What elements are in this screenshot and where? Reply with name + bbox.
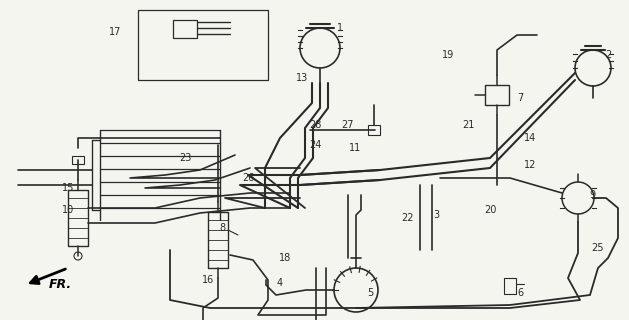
Text: 19: 19	[442, 50, 454, 60]
Text: 2: 2	[605, 50, 611, 60]
Text: 22: 22	[402, 213, 415, 223]
Text: 5: 5	[367, 288, 373, 298]
Text: 3: 3	[433, 210, 439, 220]
Text: 25: 25	[592, 243, 604, 253]
Text: 23: 23	[179, 153, 191, 163]
Bar	[485, 85, 509, 105]
Text: 21: 21	[462, 120, 474, 130]
Text: 11: 11	[349, 143, 361, 153]
Text: 13: 13	[296, 73, 308, 83]
Text: 27: 27	[342, 120, 354, 130]
Bar	[504, 278, 516, 294]
Text: 17: 17	[109, 27, 121, 37]
Text: 12: 12	[524, 160, 536, 170]
Text: 8: 8	[219, 223, 225, 233]
Text: 24: 24	[309, 140, 321, 150]
Text: 1: 1	[337, 23, 343, 33]
Text: 16: 16	[202, 275, 214, 285]
Text: 10: 10	[62, 205, 74, 215]
Text: 7: 7	[517, 93, 523, 103]
Text: 15: 15	[62, 183, 74, 193]
Bar	[368, 125, 380, 135]
Text: 26: 26	[242, 173, 254, 183]
Bar	[138, 10, 268, 80]
Text: 28: 28	[309, 120, 321, 130]
Text: 14: 14	[524, 133, 536, 143]
Text: 18: 18	[279, 253, 291, 263]
Text: 4: 4	[277, 278, 283, 288]
Bar	[173, 20, 197, 38]
Bar	[72, 156, 84, 164]
Text: 6: 6	[517, 288, 523, 298]
Text: 9: 9	[589, 190, 595, 200]
Text: FR.: FR.	[48, 278, 72, 292]
Text: 20: 20	[484, 205, 496, 215]
